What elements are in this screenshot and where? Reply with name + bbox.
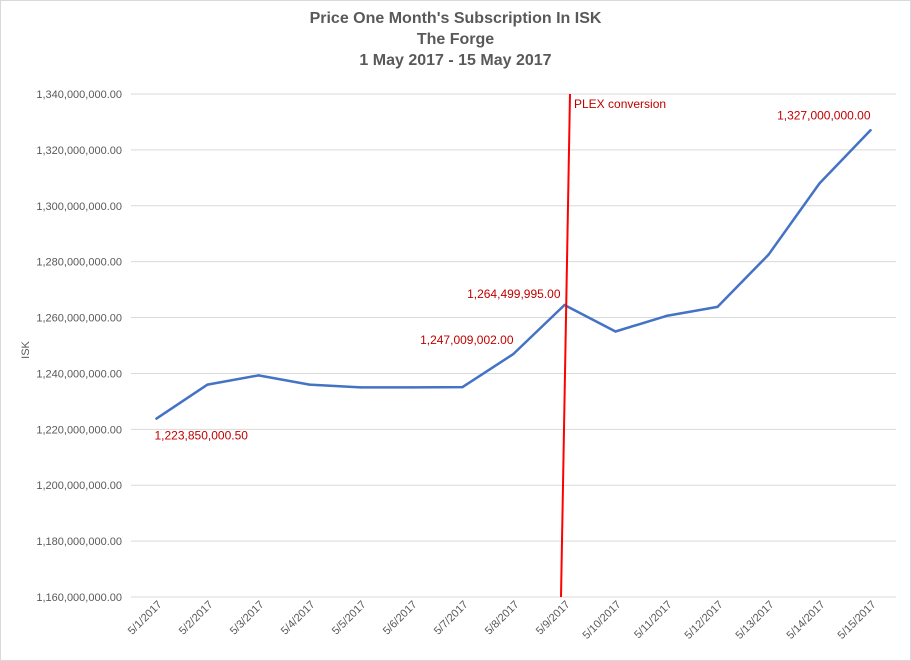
- x-tick-label: 5/2/2017: [177, 599, 216, 638]
- data-label: 1,223,850,000.50: [155, 429, 249, 443]
- data-label: 1,264,499,995.00: [467, 287, 561, 301]
- x-tick-label: 5/14/2017: [785, 599, 828, 642]
- y-tick-label: 1,340,000,000.00: [36, 89, 122, 101]
- x-axis-ticks: 5/1/2017 5/2/2017 5/3/2017 5/4/2017 5/5/2017…: [126, 599, 879, 642]
- x-tick-label: 5/6/2017: [381, 599, 420, 638]
- x-tick-label: 5/1/2017: [126, 599, 165, 638]
- y-tick-label: 1,200,000,000.00: [36, 480, 122, 492]
- plex-conversion-label: PLEX conversion: [574, 97, 666, 111]
- y-axis-ticks: 1,160,000,000.00 1,180,000,000.00 1,200,00…: [36, 89, 122, 604]
- x-tick-label: 5/3/2017: [228, 599, 267, 638]
- y-tick-label: 1,300,000,000.00: [36, 201, 122, 213]
- data-label: 1,247,009,002.00: [420, 333, 514, 347]
- x-tick-label: 5/11/2017: [632, 599, 675, 642]
- y-tick-label: 1,280,000,000.00: [36, 257, 122, 269]
- y-tick-label: 1,180,000,000.00: [36, 536, 122, 548]
- x-tick-label: 5/12/2017: [683, 599, 726, 642]
- data-point: [512, 352, 515, 356]
- y-tick-label: 1,320,000,000.00: [36, 145, 122, 157]
- data-point: [155, 417, 158, 420]
- chart-subtitle: The Forge: [416, 31, 495, 48]
- data-point: [206, 383, 209, 386]
- x-tick-label: 5/4/2017: [279, 599, 318, 638]
- data-point: [767, 253, 770, 256]
- x-tick-label: 5/10/2017: [581, 599, 624, 642]
- x-tick-label: 5/15/2017: [836, 599, 879, 642]
- data-point: [716, 305, 719, 309]
- gridlines: [131, 93, 896, 598]
- y-tick-label: 1,260,000,000.00: [36, 313, 122, 325]
- data-point: [257, 374, 260, 377]
- x-tick-label: 5/8/2017: [483, 599, 522, 638]
- data-point: [869, 129, 872, 132]
- data-point: [359, 386, 362, 389]
- data-point: [665, 314, 668, 318]
- chart-date-range: 1 May 2017 - 15 May 2017: [359, 52, 552, 69]
- data-point: [308, 383, 311, 386]
- chart-title: Price One Month's Subscription In ISK: [309, 10, 602, 27]
- data-point: [563, 303, 566, 307]
- data-point: [614, 330, 617, 333]
- data-label: 1,327,000,000.00: [777, 108, 871, 122]
- data-annotations: 1,223,850,000.50 1,247,009,002.00 1,264,49…: [155, 108, 871, 442]
- y-tick-label: 1,240,000,000.00: [36, 368, 122, 380]
- data-point: [410, 386, 413, 389]
- y-tick-label: 1,220,000,000.00: [36, 424, 122, 436]
- x-tick-label: 5/7/2017: [432, 599, 471, 638]
- x-tick-label: 5/9/2017: [534, 599, 573, 638]
- data-point: [818, 182, 821, 185]
- y-tick-label: 1,160,000,000.00: [36, 592, 122, 604]
- plex-conversion-line: [560, 93, 571, 598]
- series-line: [155, 129, 872, 420]
- x-tick-label: 5/5/2017: [330, 599, 369, 638]
- chart-title-block: Price One Month's Subscription In ISK Th…: [0, 8, 911, 71]
- x-tick-label: 5/13/2017: [734, 599, 777, 642]
- plex-conversion-marker: PLEX conversion: [560, 93, 666, 598]
- data-point: [461, 385, 464, 389]
- y-axis-label: ISK: [20, 340, 32, 358]
- data-series: [155, 129, 872, 420]
